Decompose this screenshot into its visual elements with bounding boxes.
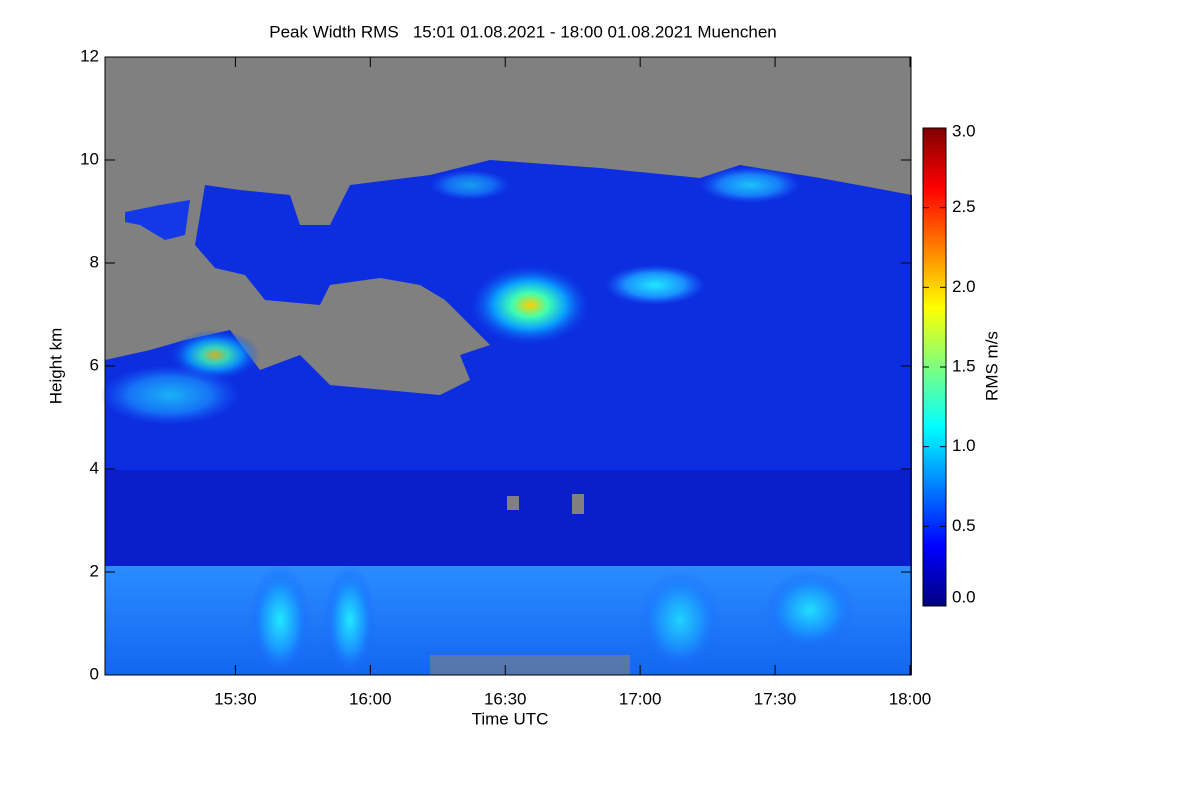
hot-spot — [605, 265, 705, 305]
x-tick-label: 16:30 — [484, 689, 527, 708]
y-tick-label: 6 — [90, 355, 99, 374]
hot-spot — [430, 170, 510, 200]
hot-spot — [700, 167, 800, 203]
x-axis-label: Time UTC — [472, 709, 549, 728]
y-tick-label: 4 — [90, 458, 99, 477]
gap — [507, 496, 519, 510]
colorbar-tick-label: 2.0 — [952, 277, 976, 296]
colorbar-tick-label: 2.5 — [952, 197, 976, 216]
x-tick-label: 18:00 — [889, 689, 932, 708]
x-tick-label: 17:30 — [754, 689, 797, 708]
colorbar-tick-label: 0.0 — [952, 587, 976, 606]
hot-spot — [640, 570, 720, 670]
y-axis-label: Height km — [46, 328, 65, 405]
colorbar-tick-label: 0.5 — [952, 516, 976, 535]
heatmap-field — [100, 57, 912, 675]
colorbar-tick-label: 3.0 — [952, 121, 976, 140]
colorbar-tick-label: 1.0 — [952, 436, 976, 455]
gap — [572, 494, 584, 514]
hot-spot — [470, 265, 590, 345]
echo-blob — [125, 200, 190, 240]
y-tick-label: 0 — [90, 664, 99, 683]
chart-title: Peak Width RMS 15:01 01.08.2021 - 18:00 … — [269, 22, 777, 41]
colorbar-tick-label: 1.5 — [952, 356, 976, 375]
x-tick-label: 16:00 — [349, 689, 392, 708]
y-tick-label: 10 — [80, 149, 99, 168]
hot-spot — [250, 565, 310, 675]
colorbar-label: RMS m/s — [982, 331, 1001, 401]
y-tick-label: 12 — [80, 46, 99, 65]
mid-layer — [105, 470, 911, 570]
gap — [430, 655, 630, 675]
hot-spot — [100, 365, 240, 425]
y-tick-label: 8 — [90, 252, 99, 271]
x-tick-label: 15:30 — [214, 689, 257, 708]
hot-spot — [765, 570, 855, 650]
x-tick-label: 17:00 — [619, 689, 662, 708]
hot-spot — [325, 565, 375, 675]
y-tick-label: 2 — [90, 561, 99, 580]
